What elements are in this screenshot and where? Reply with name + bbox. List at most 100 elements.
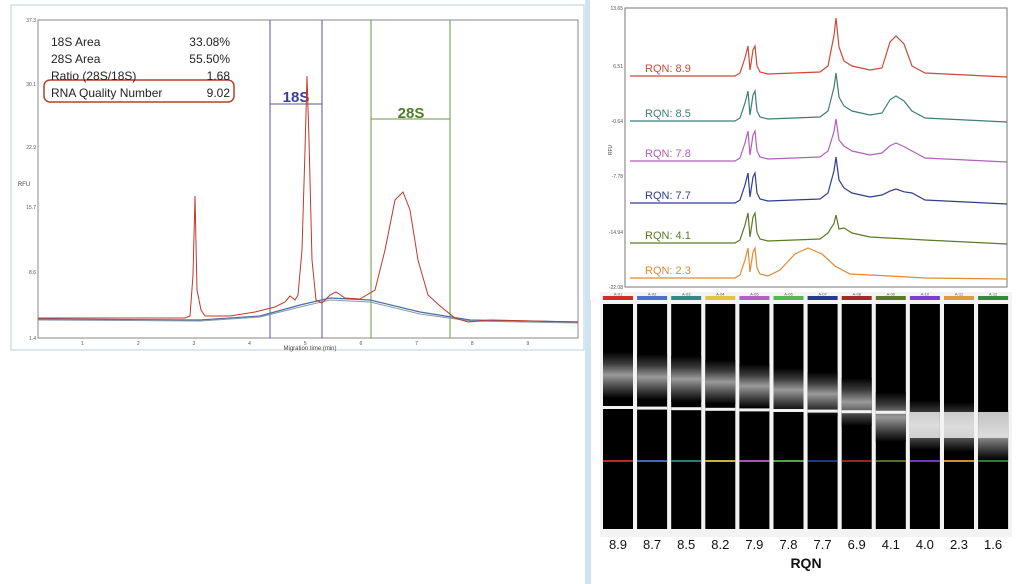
lane-label: A-02 bbox=[648, 292, 657, 297]
overlay-trace-label: RQN: 7.7 bbox=[645, 190, 691, 202]
lane-label: A-12 bbox=[989, 292, 998, 297]
gel-lane bbox=[603, 304, 633, 529]
overlay-y-tick-label: -22.08 bbox=[609, 285, 623, 291]
lane-label: A-05 bbox=[750, 292, 759, 297]
stat-value-ratio: 1.68 bbox=[207, 69, 231, 83]
overlay-trace bbox=[630, 118, 1008, 163]
gel-smear bbox=[875, 392, 906, 442]
overlay-y-tick-label: -14.94 bbox=[609, 230, 623, 236]
gel-lower-marker bbox=[739, 460, 770, 462]
gel-band-28s bbox=[705, 407, 736, 411]
rqn-value: 7.8 bbox=[779, 537, 798, 552]
overlay-y-tick-label: -7.78 bbox=[612, 174, 624, 180]
lane-marker bbox=[603, 296, 633, 300]
gel-smear bbox=[705, 360, 736, 404]
gel-lane bbox=[739, 304, 770, 529]
panel-divider bbox=[585, 0, 591, 584]
lane-label: A-06 bbox=[784, 292, 793, 297]
x-tick-label: 6 bbox=[359, 341, 362, 347]
gel-lower-marker bbox=[671, 460, 702, 462]
lane-label: A-03 bbox=[682, 292, 691, 297]
stat-value-rqn: 9.02 bbox=[207, 86, 231, 100]
stat-label-ratio: Ratio (28S/18S) bbox=[51, 69, 136, 83]
x-axis-ticks: 1 2 3 4 5 6 7 8 9 bbox=[81, 341, 529, 347]
gel-smear bbox=[739, 364, 770, 408]
gel-smear bbox=[807, 372, 838, 416]
y-tick-label: 37.3 bbox=[26, 18, 36, 24]
gel-smear bbox=[671, 356, 702, 402]
electropherogram-main: 1.4 8.6 15.7 22.9 30.1 37.3 1 2 3 4 5 6 7 8 9 RFU Mig… bbox=[0, 0, 590, 355]
gel-band-28s bbox=[637, 406, 668, 410]
stat-label-rqn: RNA Quality Number bbox=[51, 86, 162, 100]
gel-lane bbox=[773, 304, 804, 529]
x-tick-label: 3 bbox=[192, 341, 195, 347]
gel-band-28s bbox=[841, 410, 872, 414]
overlay-trace-label: RQN: 8.9 bbox=[645, 63, 691, 75]
gel-smear bbox=[603, 352, 633, 398]
gel-smear bbox=[773, 368, 804, 412]
baseline-trace-gray bbox=[37, 299, 579, 324]
gel-band-28s bbox=[671, 407, 702, 411]
lane-marker bbox=[705, 296, 736, 300]
lane-marker bbox=[671, 296, 702, 300]
sample-trace-red bbox=[38, 75, 579, 323]
rqn-value: 8.5 bbox=[677, 537, 696, 552]
overlay-trace bbox=[630, 72, 1008, 123]
gel-lanes: A-01 A-02 A-03 A-04 A-05 A-06 A-07 A-08 A-09 A-10… bbox=[603, 292, 1009, 529]
rqn-values-row: 8.9 8.7 8.5 8.2 7.9 7.8 7.7 6.9 4.1 4.0 2.3 1.6 bbox=[600, 537, 1012, 559]
rqn-value: 2.3 bbox=[949, 537, 969, 552]
y-tick-label: 1.4 bbox=[29, 336, 36, 342]
overlay-traces: RQN: 8.9 RQN: 8.5 RQN: 7.8 RQN: 7.7 RQN: 4.1… bbox=[630, 17, 1008, 280]
rqn-highlight-box bbox=[43, 79, 235, 103]
x-tick-label: 5 bbox=[304, 341, 307, 347]
overlay-trace bbox=[630, 17, 1008, 78]
overlay-y-ticks: 13.65 6.51 -0.64 -7.78 -14.94 -22.08 bbox=[609, 6, 623, 291]
y-axis-label: RFU bbox=[18, 182, 30, 188]
stat-label-18s-area: 18S Area bbox=[51, 35, 101, 49]
overlay-trace-label: RQN: 2.3 bbox=[645, 265, 691, 277]
lane-label: A-11 bbox=[955, 292, 964, 297]
y-tick-label: 15.7 bbox=[26, 205, 36, 211]
y-axis-ticks: 1.4 8.6 15.7 22.9 30.1 37.3 bbox=[26, 18, 36, 342]
lane-marker bbox=[807, 296, 838, 300]
overlay-y-tick-label: 13.65 bbox=[610, 6, 623, 12]
gel-lane bbox=[671, 304, 702, 529]
gel-band-28s bbox=[603, 406, 633, 409]
rqn-value: 4.1 bbox=[881, 537, 900, 552]
lane-label: A-01 bbox=[614, 292, 623, 297]
overlay-y-axis-label: RFU bbox=[608, 144, 614, 155]
x-tick-label: 4 bbox=[248, 341, 251, 347]
gel-lower-marker bbox=[637, 460, 668, 462]
gel-lower-marker bbox=[841, 460, 872, 462]
plot-area bbox=[37, 19, 579, 339]
gel-lower-marker bbox=[909, 460, 940, 462]
overlay-trace bbox=[630, 210, 1008, 245]
overlay-y-tick-label: 6.51 bbox=[613, 64, 623, 70]
lane-label: A-04 bbox=[716, 292, 725, 297]
lane-label: A-07 bbox=[818, 292, 827, 297]
lane-marker bbox=[944, 296, 974, 300]
lane-marker bbox=[909, 296, 940, 300]
x-tick-label: 9 bbox=[527, 341, 530, 347]
rqn-value: 7.9 bbox=[745, 537, 764, 552]
gel-smear bbox=[637, 354, 668, 400]
baseline-trace-blue bbox=[37, 297, 579, 323]
gel-band-28s bbox=[875, 410, 906, 414]
y-tick-label: 30.1 bbox=[26, 82, 36, 88]
stat-label-28s-area: 28S Area bbox=[51, 52, 101, 66]
gel-lower-marker bbox=[773, 460, 804, 462]
x-tick-label: 8 bbox=[471, 341, 474, 347]
gel-band-degraded bbox=[944, 412, 974, 438]
rqn-axis-title: RQN bbox=[790, 555, 822, 571]
lane-label: A-08 bbox=[852, 292, 861, 297]
gel-band-28s bbox=[807, 409, 838, 413]
electropherogram-svg: 1.4 8.6 15.7 22.9 30.1 37.3 1 2 3 4 5 6 7 8 9 RFU Mig… bbox=[0, 0, 590, 355]
gel-lower-marker bbox=[807, 460, 838, 462]
y-tick-label: 8.6 bbox=[29, 270, 36, 276]
peak-label-28s: 28S bbox=[398, 105, 425, 122]
gel-band-degraded bbox=[909, 412, 940, 438]
x-tick-label: 7 bbox=[415, 341, 418, 347]
lane-marker bbox=[739, 296, 770, 300]
